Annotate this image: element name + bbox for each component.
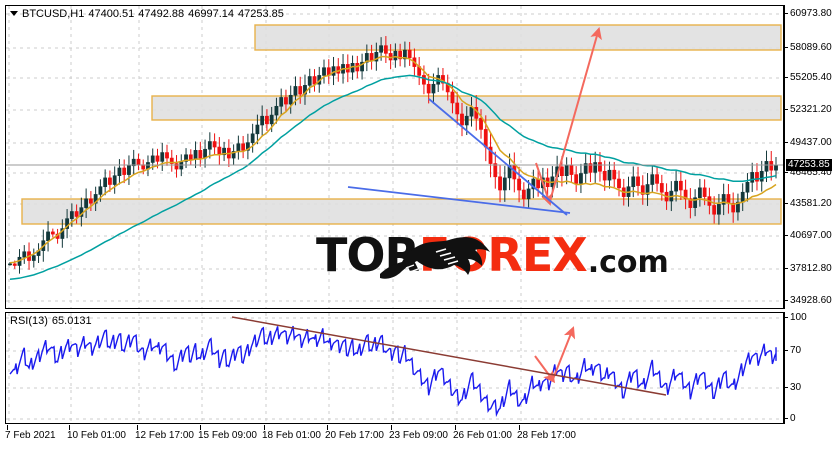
up-arrow-rsi (552, 326, 576, 380)
time-tick-label: 23 Feb 09:00 (389, 425, 448, 441)
axis-tick-label: 70 (784, 346, 801, 356)
caret-down-icon[interactable] (10, 10, 18, 16)
axis-tick-label: 34928.60 (784, 296, 832, 306)
time-tick-label: 15 Feb 09:00 (198, 425, 257, 441)
rsi-plot (6, 313, 783, 423)
axis-tick-label: 30 (784, 383, 801, 393)
time-tick-label: 10 Feb 01:00 (67, 425, 126, 441)
ohlc-open: 47400.51 (88, 8, 135, 20)
price-axis-spine (784, 5, 785, 309)
axis-tick-label: 52321.20 (784, 105, 832, 115)
time-tick-label: 18 Feb 01:00 (262, 425, 321, 441)
wedge-upper-line (428, 98, 568, 216)
time-tick-label: 12 Feb 17:00 (135, 425, 194, 441)
down-arrow-price (535, 162, 553, 206)
rsi-axis-spine (784, 312, 785, 424)
axis-tick-label: 49437.00 (784, 138, 832, 148)
ma-fast-line (9, 55, 777, 264)
down-arrow-rsi (534, 355, 556, 384)
rsi-downtrend-line (231, 316, 667, 396)
wedge-lower-line (347, 186, 571, 214)
rsi-label: RSI(13) (10, 315, 48, 327)
rsi-indicator-panel[interactable]: RSI(13) 65.0131 (5, 312, 784, 424)
axis-tick-label: 37812.80 (784, 264, 832, 274)
ohlc-close: 47253.85 (238, 8, 284, 20)
axis-tick-label: 100 (784, 313, 807, 323)
price-panel-header: BTCUSD,H1 47400.51 47492.88 46997.14 47253.8… (10, 8, 288, 20)
ma-slow-line (9, 74, 777, 281)
current-price-badge: 47253.85 (786, 159, 832, 171)
time-tick-label: 26 Feb 01:00 (453, 425, 512, 441)
symbol-label: BTCUSD,H1 (22, 8, 85, 20)
ohlc-high: 47492.88 (138, 8, 185, 20)
time-axis: 7 Feb 2021 10 Feb 01:00 12 Feb 17:00 15 Feb… (5, 425, 784, 446)
time-tick-label: 7 Feb 2021 (5, 425, 56, 441)
rsi-value: 65.0131 (51, 315, 92, 327)
rsi-panel-header: RSI(13) 65.0131 (10, 315, 96, 327)
time-tick-label: 20 Feb 17:00 (325, 425, 384, 441)
axis-tick-label: 60973.80 (784, 9, 832, 19)
lower-support-zone (21, 198, 782, 225)
axis-tick-label: 43581.20 (784, 199, 832, 209)
axis-tick-label: 0 (784, 414, 796, 424)
axis-tick-label: 55205.40 (784, 73, 832, 83)
axis-tick-label: 40697.00 (784, 231, 832, 241)
up-arrow-price (549, 26, 602, 202)
axis-tick-label: 58089.60 (784, 43, 832, 53)
time-tick-label: 28 Feb 17:00 (517, 425, 576, 441)
ohlc-low: 46997.14 (188, 8, 235, 20)
upper-resistance-zone (254, 24, 782, 51)
bull-logo-icon (380, 237, 490, 279)
price-plot (6, 6, 783, 308)
rsi-line (9, 325, 777, 418)
price-chart-panel[interactable]: BTCUSD,H1 47400.51 47492.88 46997.14 47253.8… (5, 5, 784, 309)
axis-tick-label: 46465.40 (784, 168, 832, 178)
